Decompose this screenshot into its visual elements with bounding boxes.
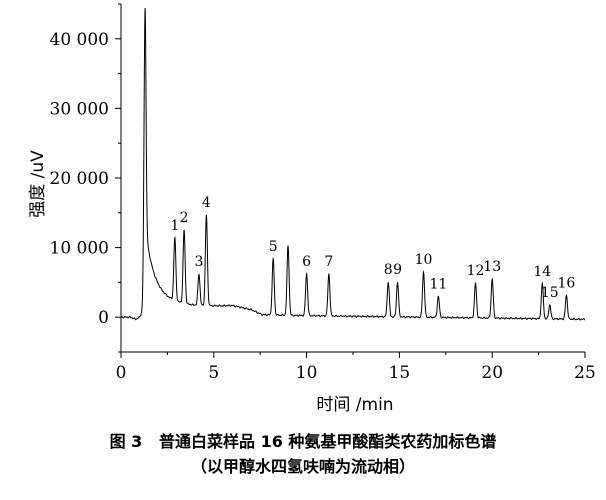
peak-label: 10 [415,252,433,268]
peak-label: 5 [269,239,278,255]
y-tick-label: 30 000 [50,99,109,119]
peak-label: 3 [194,254,203,270]
peak-label: 13 [483,259,501,275]
y-axis-title: 强度 /uV [28,150,48,218]
peak-label: 11 [429,277,447,293]
figure-caption-line-2: （以甲醇水四氢呋喃为流动相） [190,457,415,476]
y-tick-label: 0 [98,308,109,328]
x-tick-label: 0 [116,363,127,383]
peak-label: 15 [541,285,559,301]
x-tick-label: 15 [389,363,411,383]
y-tick-label: 20 000 [50,169,109,189]
x-tick-label: 20 [481,363,503,383]
chromatogram-trace [120,7,586,321]
peak-label: 6 [302,254,311,270]
peak-label: 2 [180,210,189,226]
peak-label: 4 [202,195,211,211]
peak-label: 16 [558,275,576,291]
x-tick-label: 10 [296,363,318,383]
figure-caption-line-1: 图 3 普通白菜样品 16 种氨基甲酸酯类农药加标色谱 [109,432,497,451]
x-tick-label: 25 [574,363,596,383]
y-tick-label: 40 000 [50,30,109,50]
peak-label: 8 [384,262,393,278]
y-tick-label: 10 000 [50,239,109,259]
x-tick-label: 5 [208,363,219,383]
peak-label: 14 [533,264,551,280]
peak-label: 1 [170,218,179,234]
peak-label: 12 [467,263,485,279]
peak-label: 7 [324,254,333,270]
x-axis-title: 时间 /min [316,395,393,415]
peak-label: 9 [393,262,402,278]
